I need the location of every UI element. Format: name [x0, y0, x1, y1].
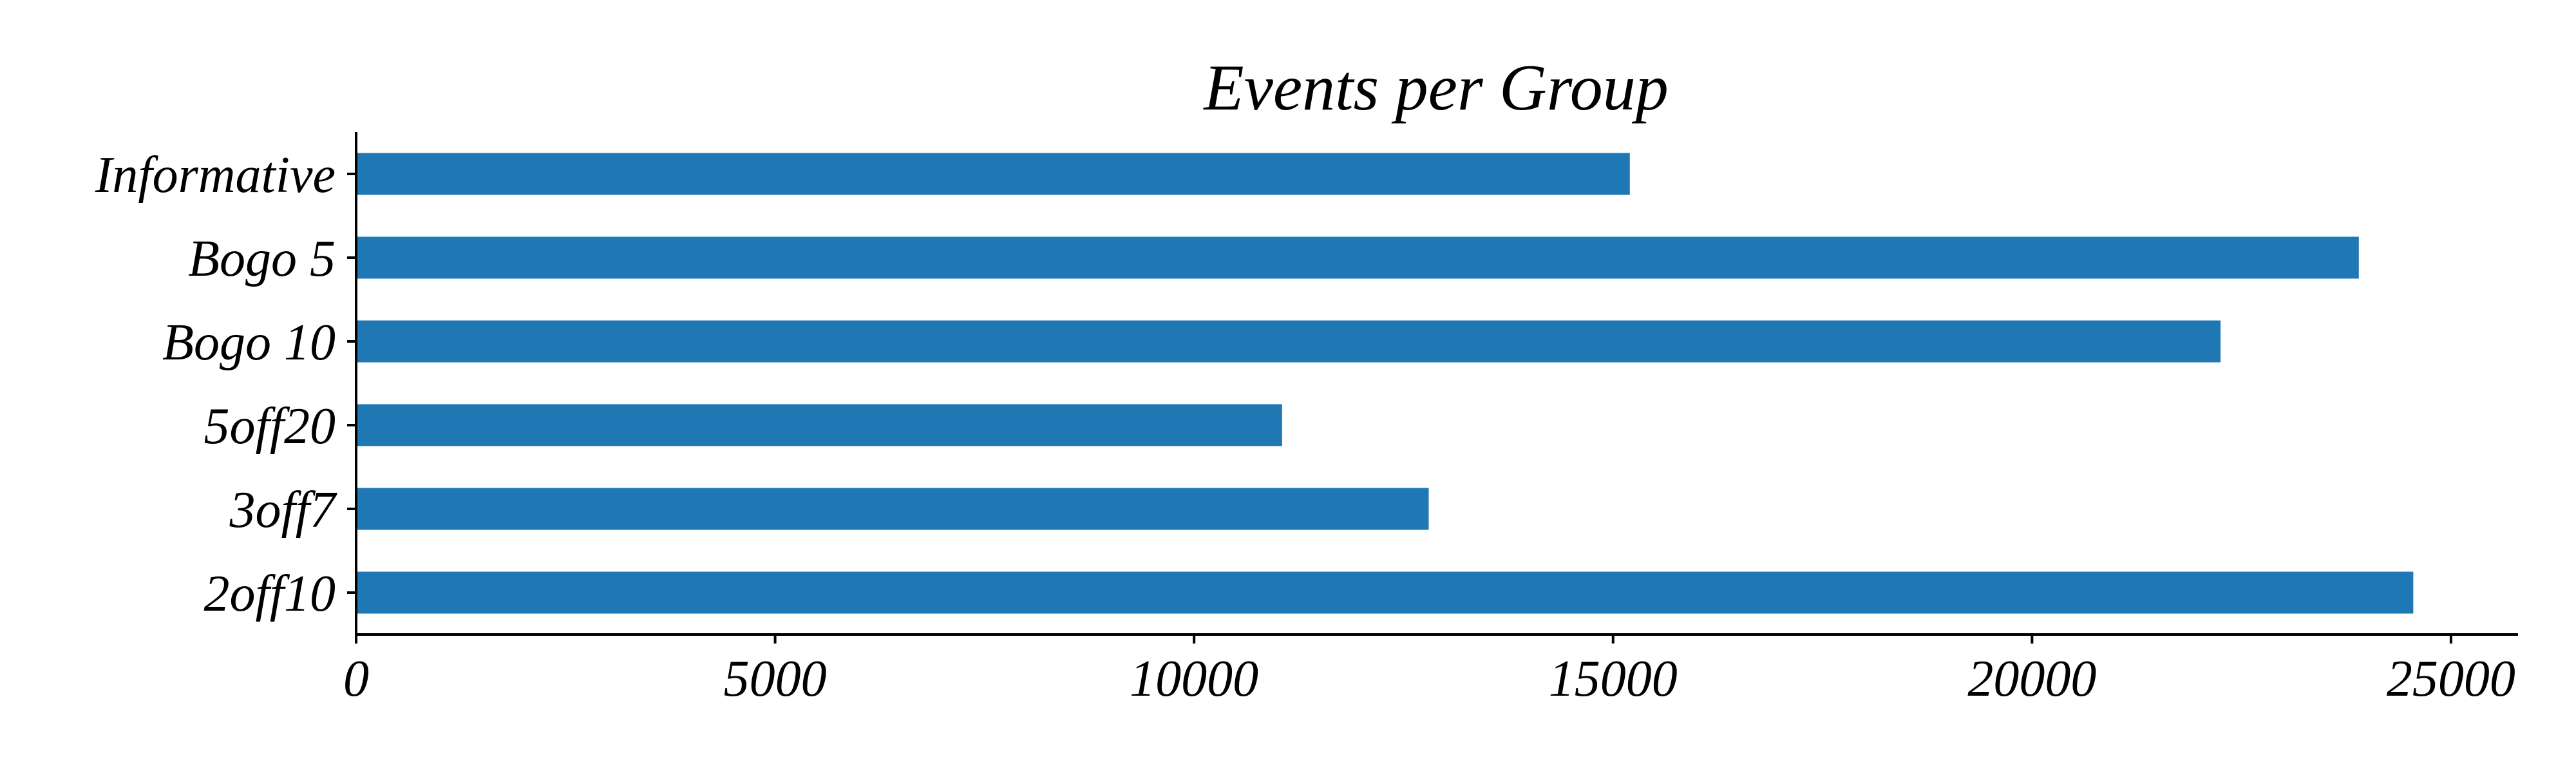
bar-0	[356, 153, 1630, 195]
bar-3	[356, 404, 1282, 446]
x-tick-label-0: 0	[343, 651, 369, 707]
y-tick-label-3: 5off20	[204, 398, 336, 455]
x-axis: 0 5000 10000 15000 20000 25000	[343, 633, 2518, 707]
y-tick-label-2: Bogo 10	[162, 314, 336, 371]
y-tick-label-5: 2off10	[204, 566, 336, 622]
y-axis: Informative Bogo 5 Bogo 10 5off20 3off7 2off1…	[95, 132, 357, 635]
y-tick-label-1: Bogo 5	[188, 231, 336, 287]
y-tick-label-0: Informative	[95, 147, 336, 204]
x-tick-label-2: 10000	[1130, 651, 1258, 707]
bar-1	[356, 236, 2359, 279]
bar-5	[356, 571, 2414, 614]
x-tick-label-5: 25000	[2387, 651, 2515, 707]
x-tick-label-1: 5000	[724, 651, 827, 707]
x-tick-label-4: 20000	[1967, 651, 2096, 707]
bar-2	[356, 320, 2221, 363]
chart-title: Events per Group	[1202, 52, 1668, 124]
bars-group	[356, 153, 2414, 614]
x-tick-label-3: 15000	[1549, 651, 1678, 707]
bar-4	[356, 488, 1429, 530]
y-tick-label-4: 3off7	[229, 482, 337, 539]
